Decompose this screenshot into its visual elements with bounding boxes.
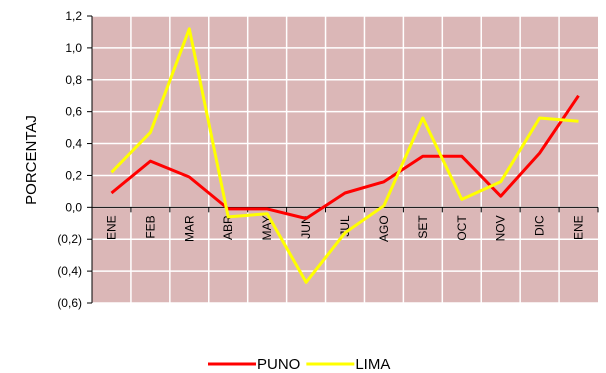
x-tick-label: JUN [299,215,313,238]
x-tick-label: SET [416,215,430,239]
x-tick-label: OCT [455,215,469,241]
plot-area [92,16,598,303]
series-lines [110,27,580,284]
y-tick-label: 0,0 [65,200,82,214]
x-tick-label: NOV [494,215,508,241]
x-tick-label: MAR [182,215,196,242]
x-tick-label: DIC [533,215,547,236]
legend: PUNO LIMA [208,356,390,373]
y-tick-labels: 1,2 1,0 0,8 0,6 0,4 0,2 0,0 (0,2) (0,4) (0,6) [57,9,82,310]
y-tick-label: 1,2 [65,9,82,23]
x-tick-label: ENE [104,215,118,240]
y-tick-label: 0,2 [65,168,82,182]
y-tick-label: 0,6 [65,105,82,119]
y-tick-label: (0,6) [57,296,82,310]
legend-label-lima: LIMA [355,356,390,373]
x-tick-labels: ENE FEB MAR ABR MAY JUN JUL AGO SET OCT NOV DIC ENE [104,215,585,242]
y-tick-label: 0,4 [65,137,82,151]
series-line-lima [110,27,579,284]
y-axis-label: PORCENTAJ [23,115,40,205]
y-tick-label: 1,0 [65,41,82,55]
x-tick-label: MAY [260,215,274,240]
legend-label-puno: PUNO [257,356,300,373]
y-tick-label: (0,4) [57,264,82,278]
x-tick-label: ABR [221,215,235,240]
x-tick-label: AGO [377,215,391,242]
x-tick-label: FEB [143,215,157,238]
y-tick-label: 0,8 [65,73,82,87]
axes [87,15,599,304]
series-line-puno [110,94,580,220]
x-tick-label: ENE [572,215,586,240]
y-tick-label: (0,2) [57,232,82,246]
